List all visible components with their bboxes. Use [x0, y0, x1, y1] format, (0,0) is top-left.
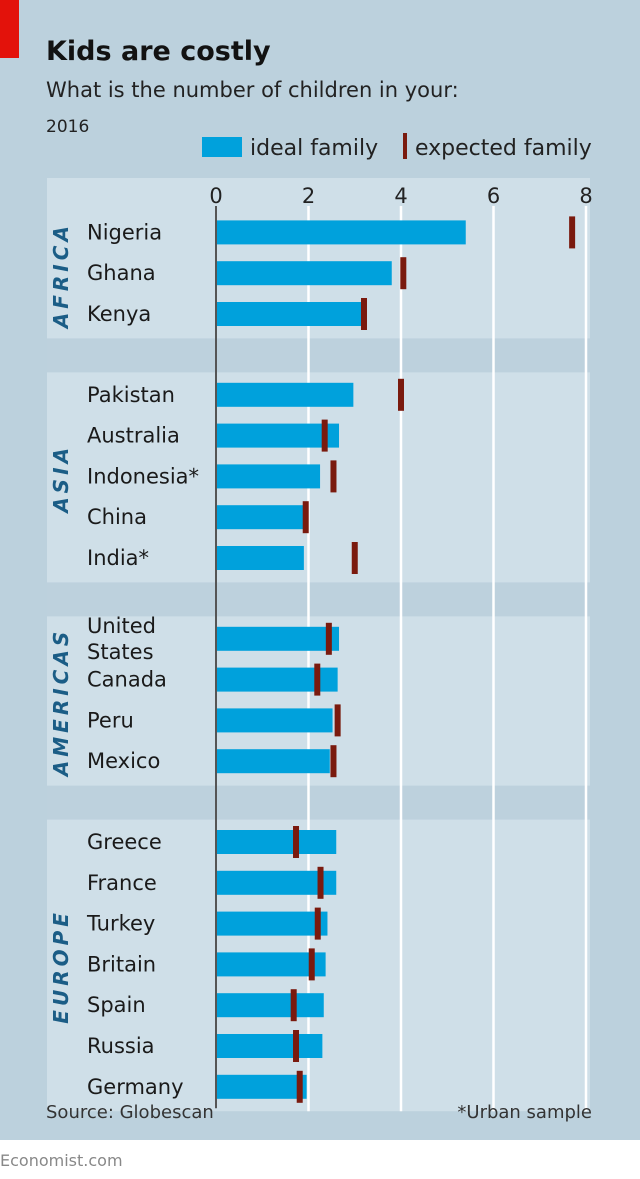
expected-family-marker: [314, 663, 321, 696]
ideal-family-bar: [217, 546, 304, 570]
ideal-family-bar: [217, 261, 392, 286]
ideal-family-bar: [217, 830, 337, 854]
ideal-family-bar: [217, 1074, 307, 1099]
legend-swatch-ideal: [202, 137, 242, 157]
category-label: India*: [87, 546, 149, 570]
ideal-family-bar: [217, 505, 305, 530]
category-label: France: [87, 871, 157, 895]
expected-family-marker: [290, 989, 297, 1022]
category-label-line: States: [87, 640, 154, 664]
expected-family-marker: [321, 419, 328, 452]
ideal-family-bar: [217, 220, 466, 245]
category-label-line: United: [87, 614, 156, 638]
legend-swatch-expected: [403, 133, 407, 159]
ideal-family-bar: [217, 870, 337, 895]
x-tick-label: 2: [302, 184, 315, 208]
expected-family-marker: [308, 948, 315, 981]
chart-year: 2016: [46, 117, 89, 137]
ideal-family-bar: [217, 302, 362, 326]
category-label: Australia: [87, 424, 180, 448]
region-label: AMERICAS: [49, 628, 73, 778]
legend-label-expected: expected family: [415, 136, 592, 161]
ideal-family-bar: [217, 626, 340, 651]
ideal-family-bar: [217, 423, 340, 448]
expected-family-marker: [351, 542, 358, 574]
expected-family-marker: [293, 1030, 300, 1062]
category-label: Greece: [87, 830, 162, 854]
ideal-family-bar: [217, 911, 328, 936]
category-label: Spain: [87, 993, 146, 1017]
category-label: Pakistan: [87, 383, 175, 407]
category-label: China: [87, 505, 147, 529]
legend-label-ideal: ideal family: [250, 136, 378, 161]
expected-family-marker: [400, 257, 407, 290]
expected-family-marker: [330, 460, 337, 493]
x-tick-label: 6: [487, 184, 500, 208]
ideal-family-bar: [217, 952, 326, 977]
ideal-family-bar: [217, 749, 330, 774]
plot-area: 0 2 4 6 8 AFRICA Nigeria Ghana Kenya ASIA Pakistan…: [47, 178, 593, 1112]
chart-subtitle: What is the number of children in your:: [46, 78, 459, 102]
ideal-family-bar: [217, 993, 324, 1018]
expected-family-marker: [302, 501, 309, 534]
category-label: Indonesia*: [87, 464, 199, 488]
x-tick-label: 8: [579, 184, 592, 208]
category-label: Nigeria: [87, 220, 162, 244]
expected-family-marker: [398, 378, 404, 411]
category-label: Britain: [87, 952, 156, 976]
x-tick-label: 0: [209, 184, 222, 208]
expected-family-marker: [330, 745, 337, 778]
expected-family-marker: [569, 216, 576, 249]
source-note: Source: Globescan: [46, 1102, 214, 1123]
ideal-family-bar: [217, 1034, 323, 1058]
brand-label: Economist.com: [0, 1151, 123, 1170]
ideal-family-bar: [217, 464, 321, 489]
category-label: United States: [87, 614, 156, 664]
category-label: Mexico: [87, 749, 160, 773]
region-label: EUROPE: [49, 909, 73, 1024]
category-label: Turkey: [86, 912, 155, 936]
region-label: AFRICA: [49, 222, 73, 330]
expected-family-marker: [314, 907, 321, 940]
urban-sample-note: *Urban sample: [457, 1102, 592, 1123]
expected-family-marker: [293, 826, 300, 858]
region-label: ASIA: [49, 444, 73, 515]
expected-family-marker: [334, 704, 341, 737]
category-label: Germany: [87, 1075, 184, 1099]
ideal-family-bar: [217, 708, 333, 733]
expected-family-marker: [296, 1070, 303, 1103]
expected-family-marker: [317, 866, 324, 899]
x-tick-label: 4: [394, 184, 407, 208]
category-label: Ghana: [87, 261, 156, 285]
category-label: Peru: [87, 708, 134, 732]
expected-family-marker: [361, 298, 367, 330]
category-label: Russia: [87, 1034, 155, 1058]
chart-title: Kids are costly: [46, 36, 271, 67]
category-label: Canada: [87, 668, 167, 692]
accent-tag: [0, 0, 19, 58]
expected-family-marker: [325, 622, 332, 655]
category-label: Kenya: [87, 302, 151, 326]
ideal-family-bar: [217, 382, 354, 407]
